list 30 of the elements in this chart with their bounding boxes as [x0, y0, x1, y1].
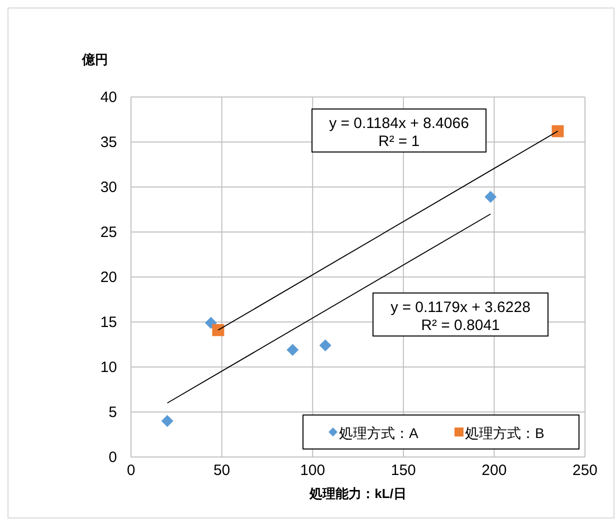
- point: [484, 190, 497, 203]
- point: [552, 125, 564, 138]
- y-tick-label: 5: [108, 404, 117, 421]
- point: [204, 316, 217, 329]
- y-tick-label: 35: [100, 134, 117, 151]
- y-tick-label: 20: [100, 269, 117, 286]
- x-tick-label: 50: [213, 462, 230, 479]
- y-tick-label: 10: [100, 359, 117, 376]
- annotation: R² = 1: [378, 133, 420, 150]
- annotation: y = 0.1184x + 8.4066: [329, 115, 469, 132]
- annotation: R² = 0.8041: [421, 317, 500, 334]
- x-tick-label: 0: [126, 462, 136, 479]
- legend-label: 処理方式：A: [339, 425, 419, 441]
- x-tick-label: 150: [390, 462, 416, 479]
- legend-label: 処理方式：B: [465, 425, 544, 441]
- x-tick-label: 200: [482, 462, 507, 479]
- y-tick-label: 15: [100, 314, 117, 331]
- point: [319, 339, 332, 352]
- point: [161, 415, 174, 427]
- point: [212, 324, 224, 336]
- annotation: y = 0.1179x + 3.6228: [390, 299, 530, 316]
- x-tick-label: 100: [300, 462, 326, 479]
- point: [286, 344, 299, 356]
- y-axis-title: 億円: [81, 52, 108, 67]
- y-tick-label: 30: [100, 179, 117, 196]
- y-tick-label: 40: [100, 89, 117, 106]
- y-tick-label: 25: [100, 224, 117, 241]
- y-tick-label: 0: [108, 449, 117, 466]
- x-tick-label: 250: [572, 462, 598, 479]
- x-axis-title: 処理能力：kL/日: [308, 486, 406, 501]
